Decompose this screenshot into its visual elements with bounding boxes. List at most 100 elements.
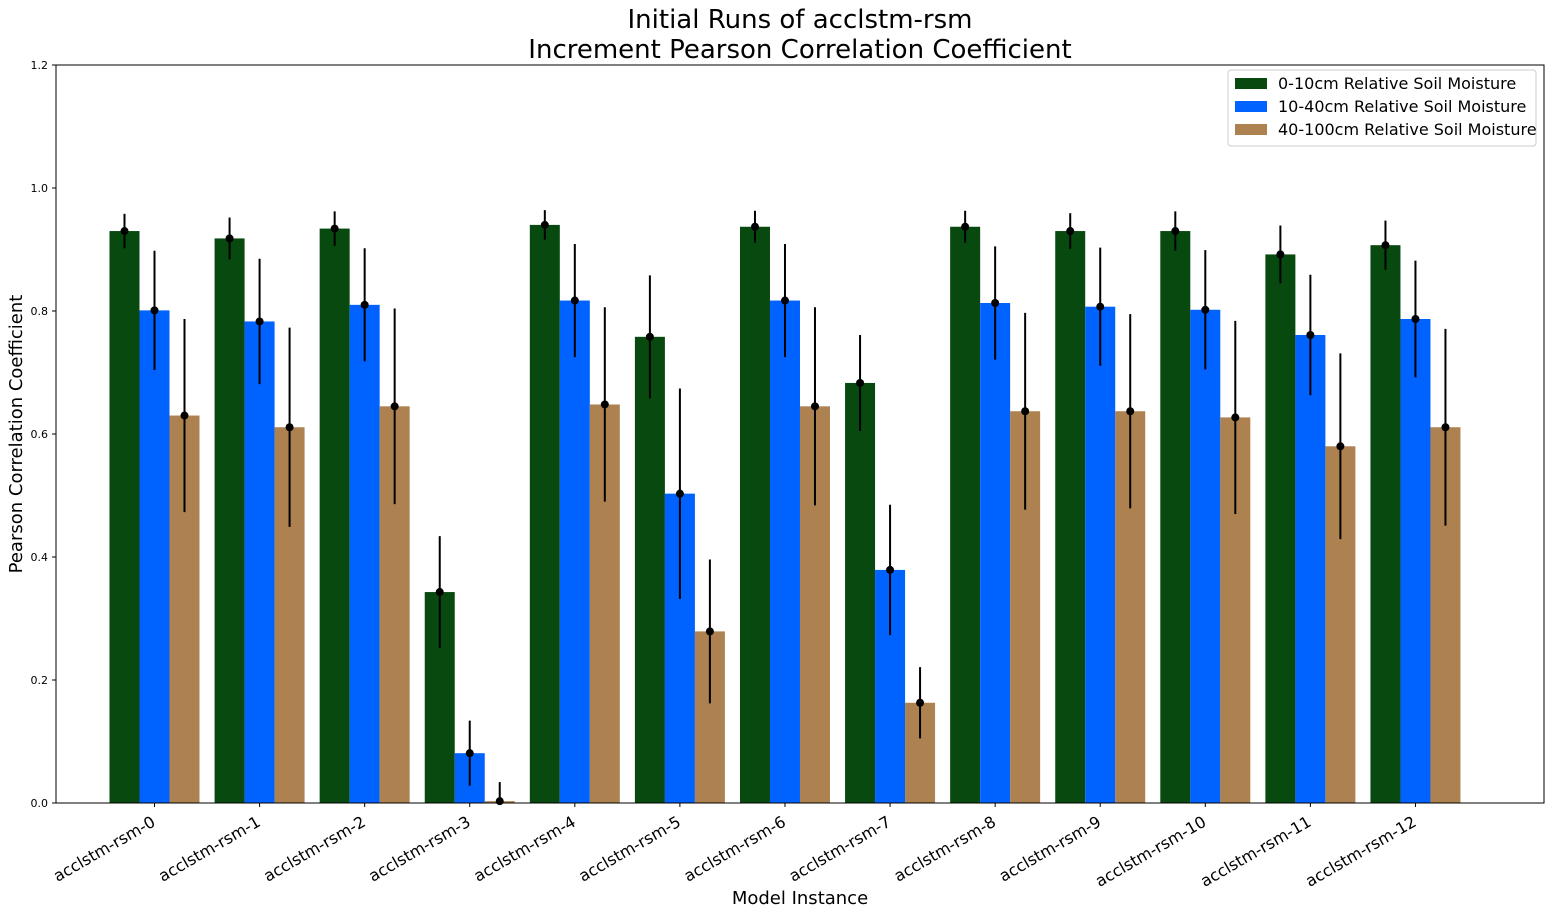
mean-point-acclstm-rsm-5-series-1: [675, 489, 684, 498]
bar-acclstm-rsm-2-series-1: [349, 304, 380, 803]
mean-point-acclstm-rsm-1-series-0: [225, 234, 234, 243]
mean-point-acclstm-rsm-5-series-2: [705, 627, 714, 636]
bar-acclstm-rsm-4-series-1: [559, 300, 590, 803]
mean-point-acclstm-rsm-10-series-1: [1201, 305, 1210, 314]
mean-point-acclstm-rsm-4-series-0: [540, 220, 549, 229]
x-tick-label: acclstm-rsm-6: [681, 812, 789, 886]
bar-acclstm-rsm-5-series-0: [634, 336, 665, 803]
bar-acclstm-rsm-12-series-0: [1370, 245, 1401, 803]
bar-acclstm-rsm-11-series-1: [1295, 334, 1326, 803]
bar-acclstm-rsm-11-series-0: [1265, 254, 1296, 804]
chart-title-line-1: Initial Runs of acclstm-rsm: [628, 5, 973, 35]
mean-point-acclstm-rsm-9-series-2: [1126, 407, 1135, 416]
mean-point-acclstm-rsm-4-series-2: [600, 400, 609, 409]
y-axis-label: Pearson Correlation Coefficient: [6, 295, 27, 574]
legend-label-series-0: 0-10cm Relative Soil Moisture: [1278, 74, 1516, 93]
error-bars-layer: [120, 210, 1450, 806]
legend-swatch-series-0: [1235, 78, 1267, 89]
mean-point-acclstm-rsm-3-series-2: [495, 797, 504, 806]
bar-acclstm-rsm-0-series-0: [109, 231, 140, 804]
mean-point-acclstm-rsm-7-series-2: [916, 698, 925, 707]
x-tick-label: acclstm-rsm-8: [891, 812, 999, 886]
legend-label-series-2: 40-100cm Relative Soil Moisture: [1278, 120, 1537, 139]
mean-point-acclstm-rsm-11-series-1: [1306, 330, 1315, 339]
legend-items: 0-10cm Relative Soil Moisture 10-40cm Rel…: [1235, 74, 1537, 139]
mean-point-acclstm-rsm-0-series-0: [120, 227, 129, 236]
x-tick-label: acclstm-rsm-9: [996, 812, 1104, 886]
x-axis-ticks: acclstm-rsm-0acclstm-rsm-1acclstm-rsm-2a…: [50, 803, 1419, 891]
bar-acclstm-rsm-1-series-1: [244, 321, 275, 803]
bars-layer: [109, 224, 1461, 804]
mean-point-acclstm-rsm-10-series-0: [1171, 227, 1180, 236]
bar-acclstm-rsm-6-series-1: [769, 300, 800, 803]
mean-point-acclstm-rsm-12-series-2: [1441, 423, 1450, 432]
y-tick-label: 0.2: [31, 674, 49, 687]
mean-point-acclstm-rsm-6-series-2: [810, 402, 819, 411]
y-tick-label: 0.4: [31, 551, 49, 564]
bar-acclstm-rsm-0-series-1: [139, 310, 170, 803]
mean-point-acclstm-rsm-3-series-1: [465, 749, 474, 758]
x-axis-label: Model Instance: [732, 888, 868, 909]
x-tick-label: acclstm-rsm-4: [470, 812, 578, 886]
bar-acclstm-rsm-4-series-0: [529, 224, 560, 803]
mean-point-acclstm-rsm-9-series-0: [1066, 227, 1075, 236]
mean-point-acclstm-rsm-2-series-1: [360, 300, 369, 309]
mean-point-acclstm-rsm-11-series-0: [1276, 250, 1285, 259]
y-tick-label: 0.8: [31, 305, 49, 318]
bar-acclstm-rsm-1-series-0: [214, 238, 245, 803]
x-tick-label: acclstm-rsm-11: [1197, 812, 1314, 891]
mean-point-acclstm-rsm-1-series-1: [255, 317, 264, 326]
mean-point-acclstm-rsm-9-series-1: [1096, 302, 1105, 311]
mean-point-acclstm-rsm-12-series-1: [1411, 314, 1420, 323]
mean-point-acclstm-rsm-1-series-2: [285, 423, 294, 432]
mean-point-acclstm-rsm-0-series-1: [150, 306, 159, 315]
x-tick-label: acclstm-rsm-1: [155, 812, 263, 886]
y-tick-label: 0.0: [31, 797, 49, 810]
bar-acclstm-rsm-8-series-0: [950, 226, 981, 803]
mean-point-acclstm-rsm-3-series-0: [435, 588, 444, 597]
mean-point-acclstm-rsm-10-series-2: [1231, 413, 1240, 422]
mean-point-acclstm-rsm-5-series-0: [645, 332, 654, 341]
bar-acclstm-rsm-10-series-1: [1190, 309, 1221, 803]
bar-acclstm-rsm-9-series-0: [1055, 231, 1086, 804]
mean-point-acclstm-rsm-0-series-2: [180, 411, 189, 420]
mean-point-acclstm-rsm-11-series-2: [1336, 442, 1345, 451]
mean-point-acclstm-rsm-8-series-1: [991, 299, 1000, 308]
y-tick-label: 1.0: [31, 182, 49, 195]
mean-point-acclstm-rsm-7-series-1: [886, 565, 895, 574]
x-tick-label: acclstm-rsm-10: [1092, 812, 1209, 891]
bar-acclstm-rsm-6-series-0: [739, 226, 770, 803]
y-axis-ticks: 0.0 0.2 0.4 0.6 0.8 1.0 1.2: [31, 59, 56, 810]
mean-point-acclstm-rsm-12-series-0: [1381, 241, 1390, 250]
x-tick-label: acclstm-rsm-5: [575, 812, 683, 886]
mean-point-acclstm-rsm-8-series-2: [1021, 407, 1030, 416]
chart-title-line-2: Increment Pearson Correlation Coefficien…: [528, 35, 1071, 65]
legend-box: [1227, 69, 1537, 147]
legend-swatch-series-1: [1235, 101, 1267, 112]
bar-acclstm-rsm-12-series-1: [1400, 318, 1431, 803]
mean-point-acclstm-rsm-6-series-1: [780, 296, 789, 305]
legend-label-series-1: 10-40cm Relative Soil Moisture: [1278, 97, 1526, 116]
bar-acclstm-rsm-2-series-0: [319, 228, 350, 804]
mean-point-acclstm-rsm-4-series-1: [570, 296, 579, 305]
bar-acclstm-rsm-7-series-0: [845, 382, 876, 803]
mean-point-acclstm-rsm-7-series-0: [856, 378, 865, 387]
bar-acclstm-rsm-9-series-1: [1085, 306, 1116, 803]
x-tick-label: acclstm-rsm-3: [365, 812, 473, 886]
y-tick-label: 1.2: [31, 59, 49, 72]
mean-point-acclstm-rsm-6-series-0: [750, 222, 759, 231]
x-tick-label: acclstm-rsm-2: [260, 812, 368, 886]
bar-acclstm-rsm-10-series-0: [1160, 231, 1191, 804]
mean-point-acclstm-rsm-2-series-2: [390, 402, 399, 411]
legend-swatch-series-2: [1235, 124, 1267, 135]
bar-acclstm-rsm-8-series-1: [980, 303, 1011, 803]
x-tick-label: acclstm-rsm-0: [50, 812, 158, 886]
mean-point-acclstm-rsm-2-series-0: [330, 224, 339, 233]
mean-point-acclstm-rsm-8-series-0: [961, 222, 970, 231]
legend: 0-10cm Relative Soil Moisture 10-40cm Rel…: [1227, 69, 1537, 147]
x-tick-label: acclstm-rsm-12: [1302, 812, 1419, 891]
x-tick-label: acclstm-rsm-7: [786, 812, 894, 886]
y-tick-label: 0.6: [31, 428, 49, 441]
